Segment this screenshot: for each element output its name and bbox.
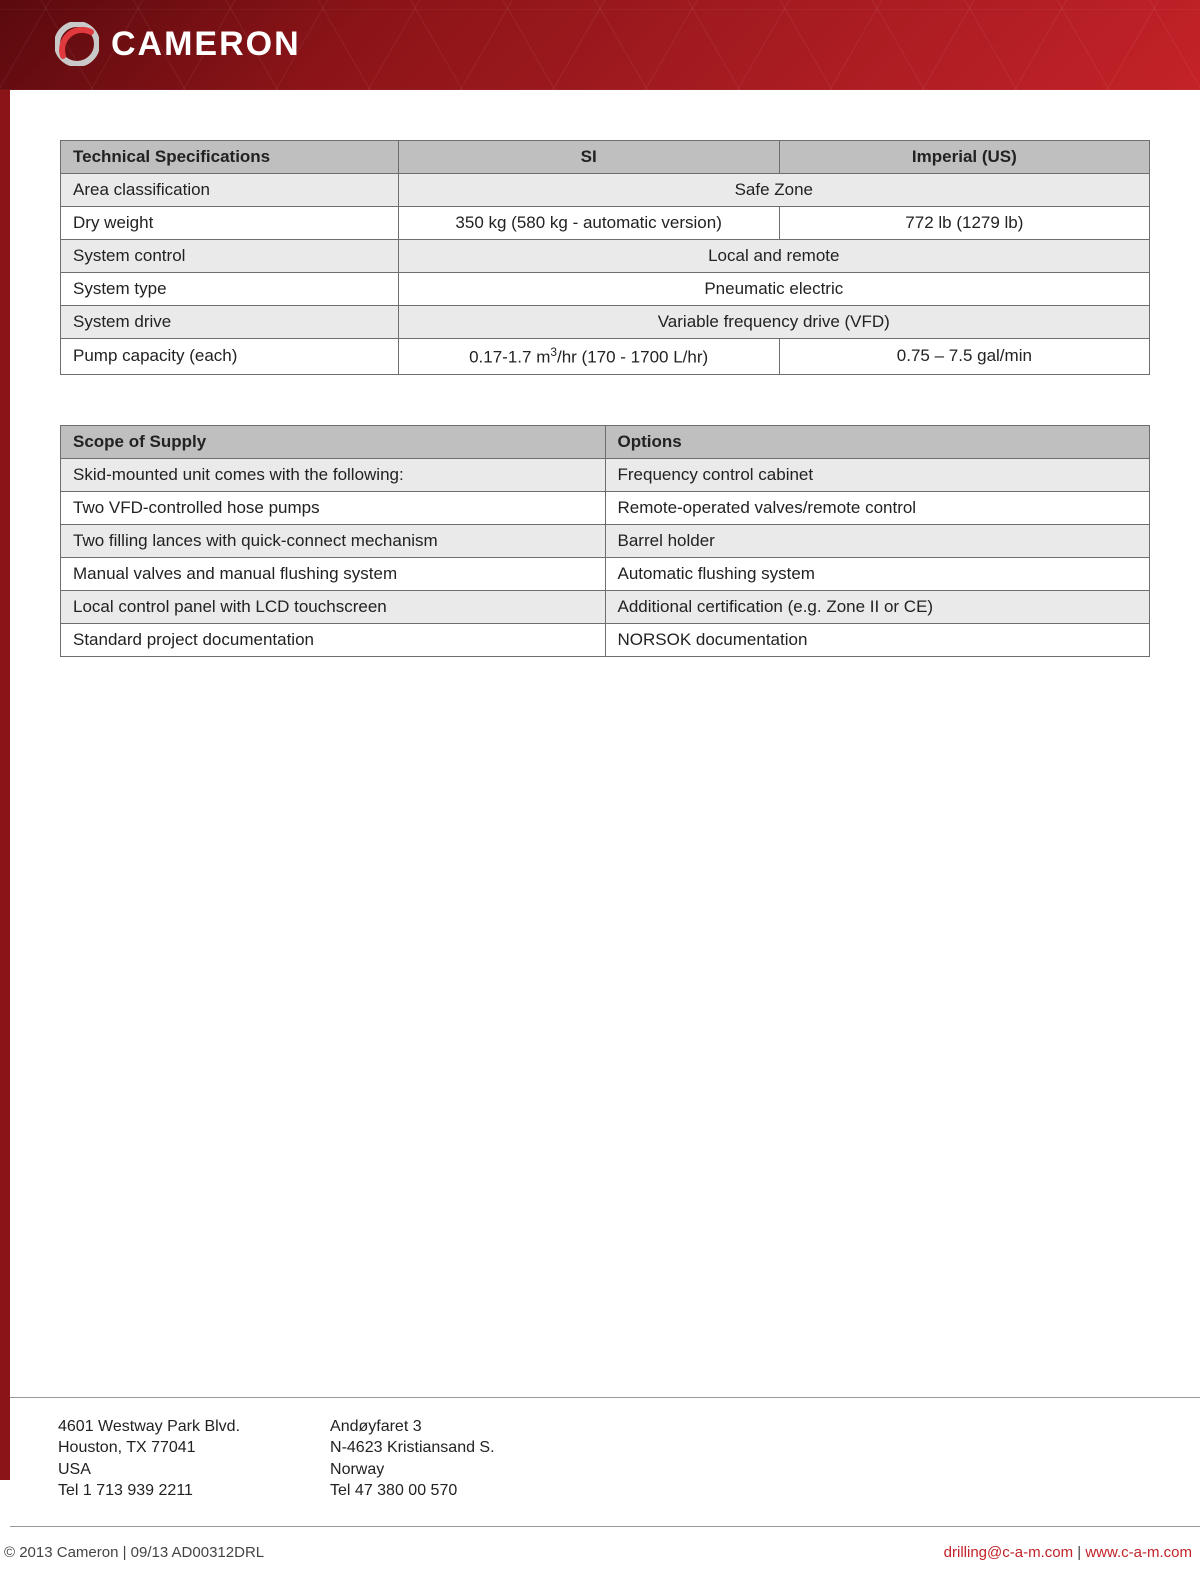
spec-value: Local and remote [398,240,1149,273]
scope-of-supply-table: Scope of Supply Options Skid-mounted uni… [60,425,1150,657]
spec-label: System control [61,240,399,273]
scope-cell: Standard project documentation [61,623,606,656]
address-line: Houston, TX 77041 [58,1437,240,1459]
table-row: Two VFD-controlled hose pumpsRemote-oper… [61,491,1150,524]
address-line: USA [58,1459,240,1481]
options-cell: Barrel holder [605,524,1150,557]
address-line: 4601 Westway Park Blvd. [58,1416,240,1438]
options-cell: Remote-operated valves/remote control [605,491,1150,524]
spec-imperial: 0.75 – 7.5 gal/min [779,339,1149,375]
address-line: Tel 1 713 939 2211 [58,1480,240,1502]
scope-cell: Manual valves and manual flushing system [61,557,606,590]
page-header: CAMERON [0,0,1200,90]
brand-name: CAMERON [111,25,301,64]
spec-imperial: 772 lb (1279 lb) [779,207,1149,240]
table-row: Local control panel with LCD touchscreen… [61,590,1150,623]
table-header-row: Technical Specifications SI Imperial (US… [61,141,1150,174]
col-scope: Scope of Supply [61,425,606,458]
scope-cell: Two filling lances with quick-connect me… [61,524,606,557]
cameron-logo-icon [55,22,99,66]
spec-value: Pneumatic electric [398,273,1149,306]
page-content: Technical Specifications SI Imperial (US… [10,90,1200,657]
table-row: Pump capacity (each)0.17-1.7 m3/hr (170 … [61,339,1150,375]
spec-label: System drive [61,306,399,339]
footer-line: © 2013 Cameron | 09/13 AD00312DRL drilli… [4,1544,1192,1561]
brand-logo: CAMERON [55,22,301,66]
table-row: System driveVariable frequency drive (VF… [61,306,1150,339]
scope-cell: Two VFD-controlled hose pumps [61,491,606,524]
address-line: N-4623 Kristiansand S. [330,1437,495,1459]
options-cell: Additional certification (e.g. Zone II o… [605,590,1150,623]
address-line: Tel 47 380 00 570 [330,1480,495,1502]
scope-cell: Local control panel with LCD touchscreen [61,590,606,623]
technical-specifications-table: Technical Specifications SI Imperial (US… [60,140,1150,375]
contact-email: drilling@c-a-m.com [944,1544,1073,1561]
spec-value: Variable frequency drive (VFD) [398,306,1149,339]
copyright-text: © 2013 Cameron | 09/13 AD00312DRL [4,1544,264,1561]
scope-cell: Skid-mounted unit comes with the followi… [61,458,606,491]
footer-links: drilling@c-a-m.com | www.c-a-m.com [944,1544,1192,1561]
col-spec: Technical Specifications [61,141,399,174]
spec-label: System type [61,273,399,306]
options-cell: Automatic flushing system [605,557,1150,590]
separator: | [1073,1544,1085,1561]
address-norway: Andøyfaret 3N-4623 Kristiansand S.Norway… [330,1416,495,1502]
table-row: Standard project documentationNORSOK doc… [61,623,1150,656]
spec-label: Dry weight [61,207,399,240]
options-cell: Frequency control cabinet [605,458,1150,491]
spec-value: Safe Zone [398,174,1149,207]
options-cell: NORSOK documentation [605,623,1150,656]
table-row: Manual valves and manual flushing system… [61,557,1150,590]
spec-si: 0.17-1.7 m3/hr (170 - 1700 L/hr) [398,339,779,375]
website-url: www.c-a-m.com [1085,1544,1192,1561]
address-us: 4601 Westway Park Blvd.Houston, TX 77041… [58,1416,240,1502]
table-row: System typePneumatic electric [61,273,1150,306]
table-row: Two filling lances with quick-connect me… [61,524,1150,557]
address-line: Norway [330,1459,495,1481]
address-block: 4601 Westway Park Blvd.Houston, TX 77041… [10,1397,1200,1527]
left-accent-bar [0,90,10,1480]
col-imperial: Imperial (US) [779,141,1149,174]
table-row: Dry weight350 kg (580 kg - automatic ver… [61,207,1150,240]
table-row: Area classificationSafe Zone [61,174,1150,207]
col-options: Options [605,425,1150,458]
table-header-row: Scope of Supply Options [61,425,1150,458]
table-row: System controlLocal and remote [61,240,1150,273]
spec-label: Area classification [61,174,399,207]
address-line: Andøyfaret 3 [330,1416,495,1438]
table-row: Skid-mounted unit comes with the followi… [61,458,1150,491]
col-si: SI [398,141,779,174]
spec-label: Pump capacity (each) [61,339,399,375]
spec-si: 350 kg (580 kg - automatic version) [398,207,779,240]
